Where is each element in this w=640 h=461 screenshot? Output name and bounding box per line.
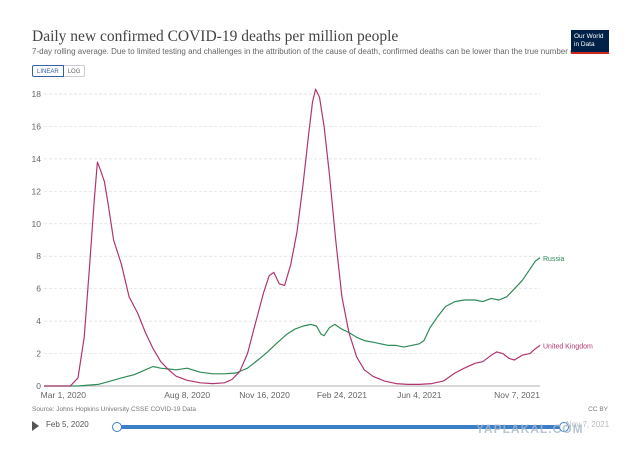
series-line-united-kingdom — [44, 88, 541, 387]
timeline-end-handle[interactable] — [559, 422, 569, 432]
timeline-start-label: Feb 5, 2020 — [46, 420, 89, 429]
y-tick-label: 2 — [36, 349, 41, 359]
chart-subtitle: 7-day rolling average. Due to limited te… — [32, 47, 606, 56]
owid-logo[interactable]: Our World in Data — [571, 30, 609, 54]
play-icon[interactable] — [32, 421, 39, 431]
x-tick-label: Nov 7, 2021 — [494, 390, 540, 400]
timeline-control: Feb 5, 2020 Nov 7, 2021 — [32, 418, 612, 434]
y-tick-label: 16 — [32, 121, 42, 131]
logo-accent-bar — [571, 52, 609, 54]
y-tick-label: 4 — [36, 316, 41, 326]
logo-line-2: in Data — [574, 41, 595, 48]
source-note[interactable]: Source: Johns Hopkins University CSSE CO… — [32, 406, 197, 413]
timeline-start-handle[interactable] — [112, 422, 122, 432]
logo-line-1: Our World — [574, 33, 604, 40]
x-tick-label: Nov 16, 2020 — [239, 390, 290, 400]
y-tick-label: 6 — [36, 284, 41, 294]
x-tick-label: Feb 24, 2021 — [317, 390, 367, 400]
chart-title: Daily new confirmed COVID-19 deaths per … — [32, 28, 399, 45]
y-tick-label: 12 — [32, 186, 42, 196]
y-tick-label: 8 — [36, 251, 41, 261]
license-link[interactable]: CC BY — [588, 406, 608, 413]
y-tick-label: 10 — [32, 219, 42, 229]
timeline-track[interactable] — [112, 422, 569, 432]
y-tick-label: 18 — [32, 89, 42, 99]
series-label-russia: Russia — [543, 256, 565, 263]
watermark-text: YAPLAKAL.COM — [476, 422, 584, 436]
y-tick-label: 14 — [32, 154, 42, 164]
series-label-united-kingdom: United Kingdom — [543, 343, 593, 350]
y-tick-label: 0 — [36, 381, 41, 391]
x-tick-label: Jun 4, 2021 — [397, 390, 442, 400]
series-line-russia — [44, 257, 541, 387]
scale-toggle-group: LINEAR LOG — [32, 65, 86, 77]
timeline-end-label: Nov 7, 2021 — [566, 420, 610, 429]
x-tick-label: Mar 1, 2020 — [41, 390, 87, 400]
log-scale-button[interactable]: LOG — [63, 65, 86, 77]
linear-scale-button[interactable]: LINEAR — [32, 65, 64, 77]
x-tick-label: Aug 8, 2020 — [164, 390, 210, 400]
